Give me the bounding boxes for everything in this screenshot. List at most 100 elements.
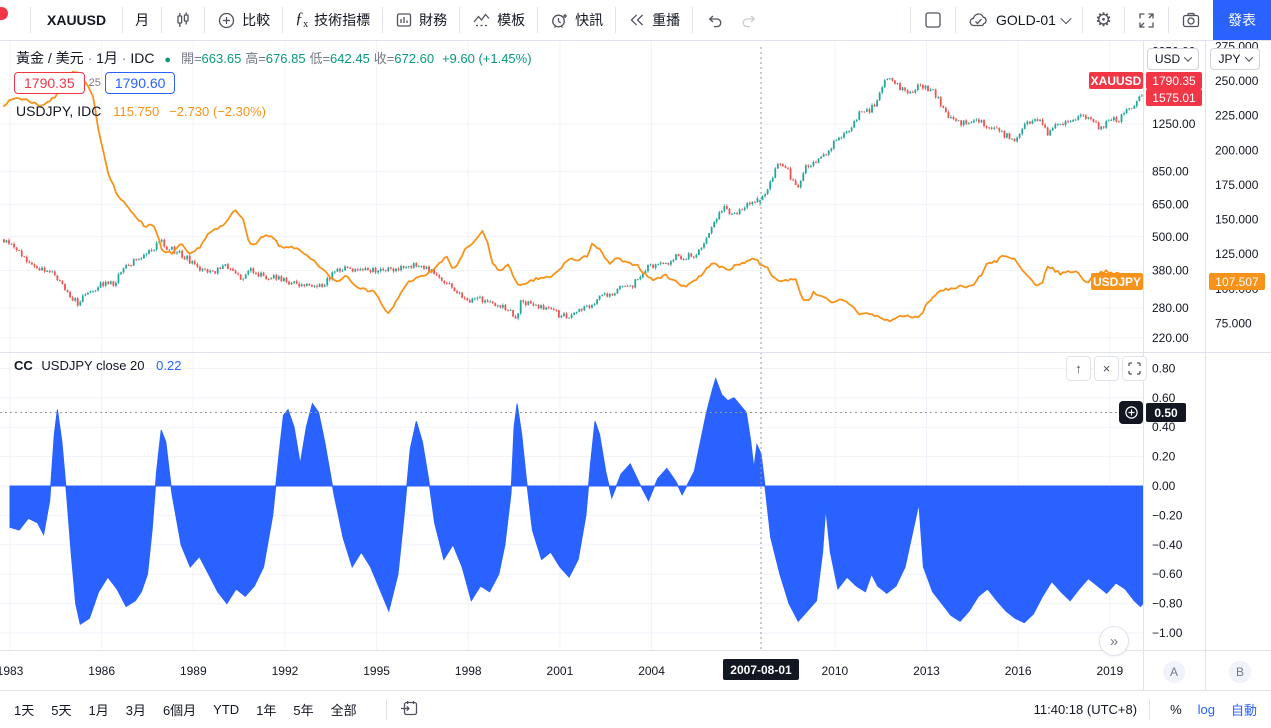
undo-icon: [705, 11, 725, 30]
cc-tick-0.2: 0.20: [1152, 450, 1176, 464]
separator: [910, 7, 912, 33]
fx-icon: ƒx: [295, 9, 309, 31]
year-tick-1998: 1998: [455, 664, 482, 678]
cloud-layout-button[interactable]: GOLD-01: [956, 0, 1082, 40]
range-button-3月[interactable]: 3月: [125, 703, 146, 718]
year-tick-2019: 2019: [1096, 664, 1123, 678]
year-tick-1986: 1986: [88, 664, 115, 678]
settings-button[interactable]: ⚙: [1083, 0, 1124, 40]
high-label: 高=: [245, 51, 266, 66]
replay-button[interactable]: 重播: [616, 0, 692, 40]
usd-tick-220: 220.00: [1152, 331, 1189, 345]
symbol-search-button[interactable]: XAUUSD: [47, 12, 107, 28]
indicator-value: 0.22: [156, 358, 182, 373]
redo-button[interactable]: [737, 0, 771, 40]
separator: [122, 7, 124, 33]
range-button-YTD[interactable]: YTD: [213, 702, 240, 717]
pane-maximize-button[interactable]: [1122, 356, 1147, 381]
layout-square-icon: [923, 10, 943, 30]
range-button-1年[interactable]: 1年: [256, 703, 277, 718]
separator: [1168, 7, 1169, 33]
clock[interactable]: 11:40:18 (UTC+8): [1033, 702, 1138, 717]
fullscreen-icon: [1137, 11, 1156, 30]
range-button-6個月[interactable]: 6個月: [162, 703, 197, 718]
pane-controls: ↑ ×: [1066, 356, 1147, 381]
cc-area-series: [9, 377, 1143, 626]
scroll-right-button[interactable]: »: [1099, 626, 1129, 656]
cc-tick-0.4: 0.40: [1152, 420, 1176, 434]
notification-dot: [0, 7, 8, 20]
range-button-1月[interactable]: 1月: [88, 703, 109, 718]
cc-tick--1: −1.00: [1152, 626, 1183, 640]
screenshot-button[interactable]: [1169, 0, 1213, 40]
templates-button[interactable]: 模板: [460, 0, 537, 40]
indicator-args: USDJPY close 20: [41, 358, 145, 373]
xauusd-series-tag: XAUUSD: [1089, 72, 1143, 89]
calendar-icon: [399, 701, 419, 721]
close-label: 收=: [373, 51, 395, 66]
financials-button[interactable]: 財務: [383, 0, 459, 40]
bottom-toolbar: 1天 5天 1月 3月 6個月 YTD 1年 5年 全部 11:40:18 (UTC+8) % …: [0, 690, 1271, 728]
indicator-name: CC: [14, 358, 33, 373]
year-tick-2004: 2004: [638, 664, 665, 678]
go-to-date-button[interactable]: [399, 698, 419, 721]
crosshair-plus-icon: [1119, 401, 1143, 424]
year-tick-2001: 2001: [547, 664, 574, 678]
sell-button[interactable]: 1790.35: [14, 72, 85, 94]
compare-plus-icon: [217, 11, 236, 30]
usd-tick-380: 380.00: [1152, 264, 1189, 278]
compare-series-legend[interactable]: USDJPY, IDC 115.750 −2.730 (−2.30%): [16, 103, 266, 119]
usd-axis-button[interactable]: USD: [1147, 48, 1199, 70]
crosshair: [0, 47, 1143, 650]
gear-icon: ⚙: [1094, 9, 1112, 31]
percent-scale-button[interactable]: %: [1170, 702, 1182, 717]
range-button-全部[interactable]: 全部: [330, 703, 357, 718]
jpy-tick-125: 125.000: [1215, 247, 1259, 261]
indicator-legend[interactable]: CC USDJPY close 20 0.22: [14, 358, 181, 373]
jpy-tick-175: 175.000: [1215, 178, 1259, 192]
toolbar-right-group: GOLD-01 ⚙: [910, 0, 1271, 40]
usd-tick-1250: 1250.00: [1152, 117, 1196, 131]
fullscreen-button[interactable]: [1125, 0, 1168, 40]
interval-button[interactable]: 月: [135, 12, 150, 28]
pane-move-up-button[interactable]: ↑: [1066, 356, 1091, 381]
toolbar-left-gutter: [0, 0, 30, 40]
alerts-button[interactable]: 快訊: [538, 0, 615, 40]
bottom-right-group: 11:40:18 (UTC+8) % log 自動: [1033, 699, 1257, 720]
range-buttons: 1天 5天 1月 3月 6個月 YTD 1年 5年 全部: [14, 700, 374, 719]
cc-tick--0.8: −0.80: [1152, 597, 1183, 611]
year-tick-1995: 1995: [363, 664, 390, 678]
compare-value: 115.750: [113, 104, 160, 119]
log-scale-button[interactable]: log: [1197, 702, 1215, 717]
cloud-check-icon: [968, 11, 990, 29]
market-status-icon: ●: [164, 54, 172, 66]
high-value: 676.85: [265, 51, 306, 66]
usdjpy-line-series: [3, 71, 1143, 323]
usd-tick-280: 280.00: [1152, 301, 1189, 315]
usd-tick-650: 650.00: [1152, 197, 1189, 211]
auto-scale-button[interactable]: 自動: [1230, 703, 1257, 718]
compare-change: −2.730 (−2.30%): [169, 104, 266, 119]
scale-a-button[interactable]: A: [1163, 661, 1185, 683]
top-toolbar: XAUUSD 月 比較 ƒx 技術指標: [0, 0, 1271, 41]
main-series-legend[interactable]: 黃金 / 美元 · 1月 · IDC ● 開=663.65 高=676.85 低…: [16, 50, 532, 66]
chart-style-button[interactable]: [162, 0, 204, 40]
xauusd-prev-close-label: 1575.01: [1146, 89, 1202, 106]
range-button-1天[interactable]: 1天: [14, 703, 35, 718]
close-value: 672.60: [394, 51, 435, 66]
separator: [382, 7, 384, 33]
pane-close-button[interactable]: ×: [1094, 356, 1119, 381]
range-button-5年[interactable]: 5年: [293, 703, 314, 718]
scale-b-button[interactable]: B: [1229, 661, 1251, 683]
layout-button[interactable]: [911, 0, 955, 40]
publish-button[interactable]: 發表: [1213, 0, 1271, 40]
usd-tick-500: 500.00: [1152, 230, 1189, 244]
range-button-5天[interactable]: 5天: [51, 703, 72, 718]
buy-button[interactable]: 1790.60: [104, 72, 176, 94]
usdjpy-last-price-label: 107.507: [1209, 273, 1265, 290]
compare-button[interactable]: 比較: [205, 0, 282, 40]
undo-button[interactable]: [693, 0, 737, 40]
indicators-button[interactable]: ƒx 技術指標: [295, 9, 371, 31]
legend-interval: 1月: [96, 50, 118, 66]
jpy-axis-button[interactable]: JPY: [1210, 48, 1260, 70]
